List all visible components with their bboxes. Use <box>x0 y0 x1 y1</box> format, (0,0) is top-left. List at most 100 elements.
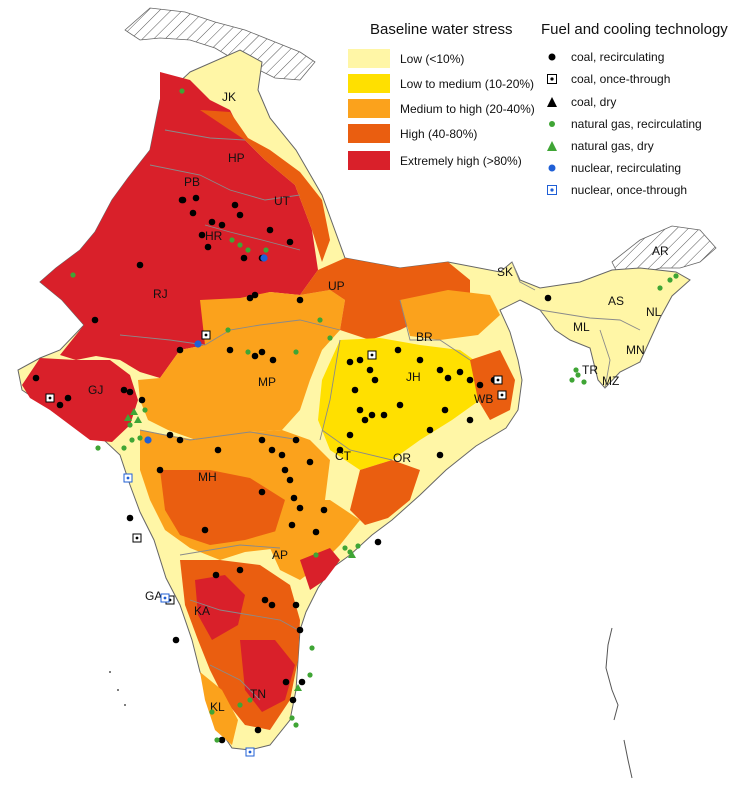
stress-region-high-gangetic <box>300 258 470 340</box>
water-legend-label: Extremely high (>80%) <box>400 153 522 168</box>
coal-plant-point-38 <box>351 386 359 394</box>
coal-plant-point-6 <box>266 226 274 234</box>
state-label-mz: MZ <box>602 374 619 388</box>
coal-plant-point-60 <box>201 526 209 534</box>
state-label-ml: ML <box>573 320 590 334</box>
state-label-up: UP <box>328 279 345 293</box>
coal-once-through-point-center-134 <box>370 353 374 357</box>
coal-plant-point-56 <box>346 431 354 439</box>
fuel-legend-label: coal, dry <box>571 95 617 109</box>
state-labels: JK HP PB UT HR RJ UP SK AR AS NL ML MN B… <box>88 90 669 714</box>
state-label-jk: JK <box>222 90 236 104</box>
water-swatch-extremely-high <box>348 151 390 170</box>
stress-region-extremely-high-gujarat <box>22 358 138 442</box>
stress-region-medium-high-central <box>138 290 345 440</box>
gas-plant-point-97 <box>245 247 251 253</box>
coal-plant-point-75 <box>189 209 197 217</box>
coal-plant-point-80 <box>251 291 259 299</box>
water-legend-item-high: High (40-80%) <box>348 124 477 143</box>
coal-once-through-point-center-138 <box>500 393 504 397</box>
gas-plant-point-104 <box>309 645 315 651</box>
coal-plant-point-53 <box>426 426 434 434</box>
coal-plant-point-84 <box>320 506 328 514</box>
gas-plant-point-117 <box>667 277 673 283</box>
gas-plant-point-119 <box>225 327 231 333</box>
stress-region-high-odisha <box>350 460 420 525</box>
state-label-sk: SK <box>497 265 513 279</box>
gas-plant-point-88 <box>70 272 76 278</box>
fuel-legend-item: nuclear, once-through <box>543 183 687 197</box>
gas-plant-point-90 <box>127 422 133 428</box>
fuel-legend-item: natural gas, dry <box>543 139 654 153</box>
blue-dot-icon <box>543 161 561 175</box>
coal-plant-point-12 <box>226 346 234 354</box>
water-legend-label: Low to medium (10-20%) <box>400 76 535 91</box>
gas-dry-plant-point-125 <box>134 416 142 423</box>
state-label-ar: AR <box>652 244 669 258</box>
stress-region-extremely-high-ap-coast <box>300 548 340 590</box>
gas-plant-point-89 <box>142 407 148 413</box>
coal-plant-point-14 <box>269 356 277 364</box>
lakshadweep-islands <box>109 671 126 706</box>
state-label-mh: MH <box>198 470 217 484</box>
coal-plant-point-73 <box>544 294 552 302</box>
state-label-ga: GA <box>145 589 162 603</box>
coal-plant-point-59 <box>292 436 300 444</box>
coal-plant-point-74 <box>178 196 186 204</box>
coal-plant-point-20 <box>138 396 146 404</box>
coal-plant-point-82 <box>32 374 40 382</box>
coal-plant-point-39 <box>356 406 364 414</box>
stress-region-medium-high-bihar <box>400 290 500 340</box>
state-label-hr: HR <box>205 229 223 243</box>
water-stress-legend-title: Baseline water stress <box>370 21 513 38</box>
coal-plant-point-51 <box>466 416 474 424</box>
coal-plant-point-10 <box>136 261 144 269</box>
coal-plant-point-47 <box>456 368 464 376</box>
coal-plant-point-36 <box>366 366 374 374</box>
coal-plant-point-31 <box>288 521 296 529</box>
coal-plant-point-23 <box>156 466 164 474</box>
water-legend-label: Medium to high (20-40%) <box>400 101 535 116</box>
coal-plant-point-71 <box>254 726 262 734</box>
coal-plant-point-67 <box>282 678 290 686</box>
coal-plant-point-48 <box>466 376 474 384</box>
coal-plant-point-4 <box>231 201 239 209</box>
fuel-legend-label: nuclear, once-through <box>571 183 688 197</box>
black-dot-icon <box>543 50 561 64</box>
coal-plant-point-32 <box>312 528 320 536</box>
stress-region-medium-high-ap <box>270 500 360 580</box>
gas-dry-plant-point-126 <box>348 551 356 558</box>
coal-once-through-point-center-132 <box>204 333 208 337</box>
gas-plant-point-102 <box>355 543 361 549</box>
coal-plant-point-79 <box>176 346 184 354</box>
fuel-legend-label: natural gas, recirculating <box>571 117 702 131</box>
coal-plant-point-68 <box>289 696 297 704</box>
coal-plant-point-77 <box>240 254 248 262</box>
coal-plant-point-42 <box>380 411 388 419</box>
fuel-legend-title: Fuel and cooling technology <box>541 21 728 38</box>
gas-plant-point-107 <box>293 722 299 728</box>
fuel-legend-label: nuclear, recirculating <box>571 161 682 175</box>
coal-plant-point-33 <box>374 538 382 546</box>
coal-plant-point-40 <box>361 416 369 424</box>
green-triangle-icon <box>543 139 561 153</box>
coal-plant-point-57 <box>336 446 344 454</box>
coal-plant-point-43 <box>394 346 402 354</box>
coal-plant-point-28 <box>286 476 294 484</box>
coal-plant-point-62 <box>236 566 244 574</box>
fuel-legend-item: nuclear, recirculating <box>543 161 681 175</box>
coal-plant-point-45 <box>436 366 444 374</box>
gas-plant-point-121 <box>317 317 323 323</box>
fuel-legend-label: coal, once-through <box>571 72 671 86</box>
coal-plant-point-1 <box>192 194 200 202</box>
state-label-as: AS <box>608 294 624 308</box>
state-label-jh: JH <box>406 370 421 384</box>
gas-dry-plant-point-124 <box>124 414 132 421</box>
coal-plant-point-49 <box>476 381 484 389</box>
state-label-rj: RJ <box>153 287 168 301</box>
state-label-hp: HP <box>228 151 245 165</box>
gas-plant-point-95 <box>229 237 235 243</box>
fuel-legend-item: natural gas, recirculating <box>543 117 702 131</box>
power-plant-points <box>32 88 679 757</box>
